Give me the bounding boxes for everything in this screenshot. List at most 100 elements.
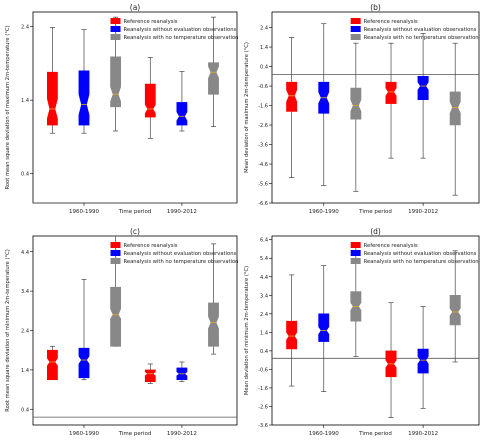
- box-0-series-0: [46, 349, 58, 381]
- y-tick-label: -3.6: [258, 423, 268, 429]
- y-tick-label: 6.4: [260, 238, 268, 244]
- box-0-series-0: [46, 71, 58, 126]
- x-tick-label: 1960-1990: [69, 431, 99, 437]
- box-1-series-2: [208, 302, 219, 347]
- box-1-series-1: [176, 102, 188, 126]
- legend-label: Reanalysis with no temperature observati…: [124, 259, 239, 265]
- y-tick-label: 5.4: [260, 256, 268, 262]
- legend-label: Reanalysis without evaluation observatio…: [124, 251, 237, 257]
- box-1-series-0: [144, 369, 156, 383]
- y-tick-label: 1.4: [21, 98, 29, 104]
- legend-label: Reanalysis with no temperature observati…: [364, 259, 479, 265]
- y-tick-label: -6.6: [258, 201, 268, 207]
- box-1-series-1: [417, 76, 429, 100]
- chart-title: (c): [130, 227, 140, 236]
- y-tick-label: -3.6: [258, 143, 268, 149]
- y-tick-label: -0.6: [258, 84, 268, 90]
- legend-swatch: [110, 26, 121, 32]
- y-tick-label: 1.4: [21, 368, 29, 374]
- box-1-series-2: [449, 294, 461, 326]
- y-tick-label: 1.4: [260, 45, 268, 51]
- x-tick-label: 1960-1990: [309, 209, 339, 215]
- x-tick-label: 1990-2012: [408, 209, 438, 215]
- y-tick-label: 0.4: [21, 407, 29, 413]
- y-axis-label: Root mean square deviation of maximum 2m…: [5, 25, 11, 189]
- y-tick-label: 2.4: [21, 25, 29, 31]
- legend-swatch: [350, 26, 361, 32]
- chart-panel-1: (b) -6.6 -5.6 -4.6 -3.6 -2.6 -1.6 -0.6 0.4 1.4 2.4…: [244, 3, 480, 215]
- legend-label: Reanalysis without evaluation observatio…: [124, 27, 237, 33]
- legend-swatch: [110, 18, 121, 24]
- x-axis-label: Time period: [118, 431, 152, 437]
- y-tick-label: 4.4: [260, 275, 268, 281]
- y-tick-label: 1.4: [260, 330, 268, 336]
- legend-swatch: [110, 242, 121, 248]
- legend-swatch: [110, 250, 121, 256]
- x-axis-label: Time period: [358, 209, 392, 215]
- box-0-series-2: [350, 87, 362, 120]
- y-tick-label: 0.4: [260, 349, 268, 355]
- box-0-series-2: [110, 56, 121, 108]
- chart-panel-0: (a) 0.4 1.4 2.4 Root mean square deviation o…: [5, 3, 238, 215]
- y-tick-label: -5.6: [258, 182, 268, 188]
- legend-label: Reanalysis without evaluation observatio…: [364, 251, 477, 257]
- y-tick-label: 3.4: [260, 293, 268, 299]
- y-tick-label: 2.4: [21, 329, 29, 335]
- box-1-series-0: [144, 83, 156, 118]
- box-1-series-0: [385, 81, 397, 104]
- y-tick-label: 3.4: [21, 289, 29, 295]
- y-tick-label: -2.6: [258, 123, 268, 129]
- box-0-series-1: [318, 313, 330, 342]
- x-tick-label: 1990-2012: [408, 431, 438, 437]
- x-tick-label: 1990-2012: [167, 209, 197, 215]
- box-1-series-2: [208, 62, 219, 95]
- x-axis-label: Time period: [118, 209, 152, 215]
- y-axis-label: Root mean square deviation of minimum 2m…: [5, 249, 11, 412]
- y-tick-label: -1.6: [258, 104, 268, 110]
- legend-label: Reference reanalysis: [364, 19, 418, 25]
- y-axis-label: Mean deviation of minimum 2m-temperature…: [244, 266, 250, 395]
- box-1-series-1: [417, 348, 429, 374]
- y-tick-label: -0.6: [258, 367, 268, 373]
- y-tick-label: 2.4: [260, 26, 268, 32]
- x-tick-label: 1960-1990: [69, 209, 99, 215]
- box-0-series-1: [78, 347, 90, 379]
- chart-panel-2: (c) 0.4 1.4 2.4 3.4 4.4 Root mean square devia…: [5, 227, 238, 437]
- chart-title: (a): [130, 3, 141, 12]
- legend-swatch: [350, 242, 361, 248]
- chart-title: (d): [370, 227, 381, 236]
- legend-swatch: [350, 258, 361, 264]
- legend-swatch: [350, 18, 361, 24]
- legend-label: Reanalysis with no temperature observati…: [124, 35, 239, 41]
- legend-swatch: [110, 258, 121, 264]
- legend-label: Reference reanalysis: [364, 243, 418, 249]
- plot-frame: [271, 235, 480, 426]
- plot-frame: [271, 11, 480, 204]
- legend-swatch: [350, 34, 361, 40]
- legend-swatch: [110, 34, 121, 40]
- x-axis-label: Time period: [358, 431, 392, 437]
- legend-swatch: [350, 250, 361, 256]
- y-tick-label: -1.6: [258, 386, 268, 392]
- box-0-series-1: [78, 70, 90, 126]
- chart-panel-3: (d) -3.6 -2.6 -1.6 -0.6 0.4 1.4 2.4 3.4 4.4 5.4 6.4…: [244, 227, 480, 437]
- legend-label: Reference reanalysis: [124, 243, 178, 249]
- y-tick-label: 4.4: [21, 250, 29, 256]
- y-tick-label: 0.4: [21, 172, 29, 178]
- legend-label: Reference reanalysis: [124, 19, 178, 25]
- box-1-series-2: [449, 91, 461, 126]
- y-tick-label: 0.4: [260, 65, 268, 71]
- y-tick-label: -2.6: [258, 404, 268, 410]
- chart-title: (b): [370, 3, 381, 12]
- y-axis-label: Mean deviation of maximum 2m-temperature…: [244, 42, 250, 173]
- legend-label: Reanalysis without evaluation observatio…: [364, 27, 477, 33]
- y-tick-label: 2.4: [260, 312, 268, 318]
- x-tick-label: 1990-2012: [167, 431, 197, 437]
- box-0-series-0: [286, 320, 298, 350]
- box-0-series-2: [110, 286, 121, 347]
- y-tick-label: -4.6: [258, 162, 268, 168]
- x-tick-label: 1960-1990: [309, 431, 339, 437]
- box-0-series-0: [286, 81, 298, 112]
- legend-label: Reanalysis with no temperature observati…: [364, 35, 479, 41]
